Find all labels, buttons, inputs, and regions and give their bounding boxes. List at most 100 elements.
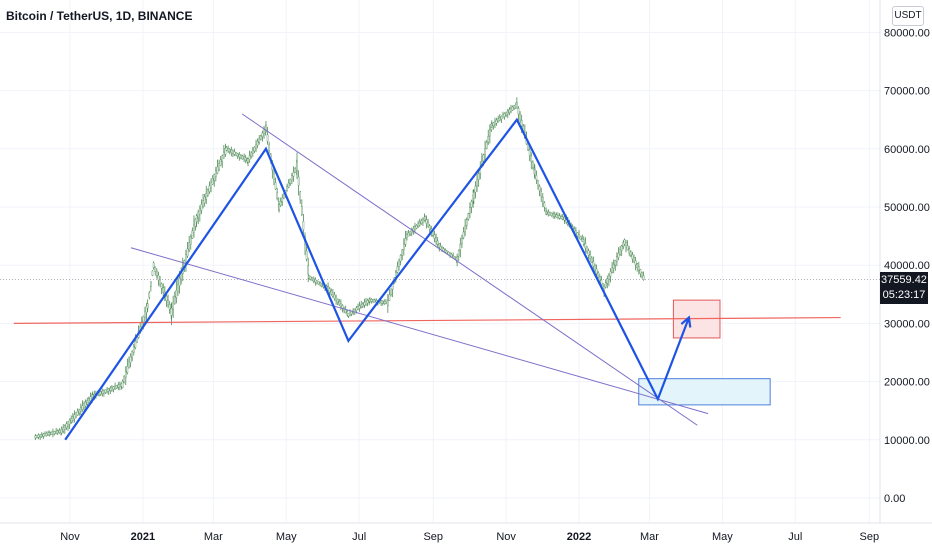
candle-body (490, 123, 493, 128)
candle-body (319, 282, 321, 286)
candle-body (124, 371, 127, 378)
candle-body (195, 215, 198, 222)
candle-body (555, 214, 558, 218)
candle-body (76, 410, 79, 416)
candle-body (307, 265, 310, 275)
candle-body (50, 431, 53, 435)
candle-body (47, 432, 49, 436)
candle-body (123, 376, 125, 383)
projection-arrowhead (680, 315, 692, 328)
candle-body (492, 122, 495, 127)
candle-body (170, 307, 173, 316)
candle-body (53, 431, 56, 435)
candle-body (519, 113, 521, 121)
candle-body (520, 119, 523, 127)
y-tick-label: 10000.00 (884, 435, 930, 447)
candle-body (578, 234, 580, 239)
candle-body (581, 238, 584, 242)
candle-body (370, 299, 373, 302)
candle-body (383, 301, 386, 304)
candle-body (154, 266, 157, 272)
x-tick-label: Nov (496, 531, 516, 543)
candle-body (473, 192, 475, 199)
candle-body (88, 398, 90, 403)
candle-body (584, 243, 587, 249)
candle-body (540, 191, 542, 197)
candle-body (396, 266, 399, 273)
candle-body (241, 155, 244, 160)
candle-body (243, 156, 245, 160)
candle-body (612, 263, 615, 270)
candle-body (193, 224, 195, 233)
candle-body (236, 153, 239, 157)
candle-body (532, 161, 534, 169)
candle-body (150, 281, 152, 287)
candle-body (42, 433, 45, 437)
candle-body (316, 280, 318, 284)
candle-body (332, 292, 334, 297)
candle-body (52, 431, 54, 435)
y-tick-label: 30000.00 (884, 318, 930, 330)
candle-body (438, 243, 441, 248)
plot-background (0, 0, 880, 523)
candle-body (495, 119, 498, 124)
candle-body (590, 257, 593, 263)
candle-body (258, 138, 261, 143)
candle-body (64, 425, 66, 430)
candle-body (91, 394, 94, 398)
candle-body (244, 157, 247, 161)
candle-body (216, 166, 219, 174)
candle-body (482, 154, 485, 162)
candle-body (253, 146, 256, 152)
candle-body (497, 118, 499, 123)
candle-body (167, 300, 169, 306)
candle-body (173, 296, 176, 304)
candle-body (152, 262, 155, 268)
candle-body (387, 299, 389, 307)
candle-body (485, 142, 488, 149)
candle-body (112, 386, 115, 390)
candle-body (99, 391, 102, 395)
candle-body (435, 237, 437, 242)
candle-body (39, 434, 41, 438)
candle-body (617, 252, 620, 259)
candle-body (381, 300, 384, 304)
candle-body (494, 121, 496, 125)
support-line (13, 316, 841, 324)
candle-body (477, 173, 480, 180)
x-tick-label: Sep (423, 531, 443, 543)
candle-body (114, 385, 116, 389)
candle-body (385, 301, 387, 305)
candle-body (328, 288, 331, 293)
candle-body (390, 288, 392, 295)
candle-body (589, 254, 591, 260)
candle-body (598, 276, 601, 282)
candle-body (159, 279, 161, 285)
candle-body (628, 248, 631, 254)
candle-body (403, 243, 405, 251)
candle-body (579, 236, 582, 241)
candle-body (576, 232, 579, 237)
candle-body (109, 387, 112, 391)
candle-body (502, 114, 504, 119)
chart-title: Bitcoin / TetherUS, 1D, BINANCE (6, 9, 193, 23)
candle-body (172, 301, 174, 310)
candle-body (417, 223, 419, 227)
candle-body (433, 234, 436, 239)
candle-body (36, 435, 38, 438)
candle-body (230, 149, 233, 153)
x-tick-label: 2021 (131, 531, 155, 543)
candle-body (611, 267, 613, 273)
currency-selector[interactable]: USDT (892, 6, 924, 26)
x-tick-label: 2022 (567, 531, 591, 543)
bar-countdown: 05:23:17 (882, 289, 926, 301)
candle-body (528, 149, 531, 157)
buy-zone (638, 378, 771, 406)
candle-body (535, 175, 538, 180)
candle-body (620, 245, 623, 251)
candle-body (208, 185, 211, 192)
candle-body (545, 211, 548, 215)
candle-body (457, 250, 460, 257)
candle-body (510, 108, 512, 112)
